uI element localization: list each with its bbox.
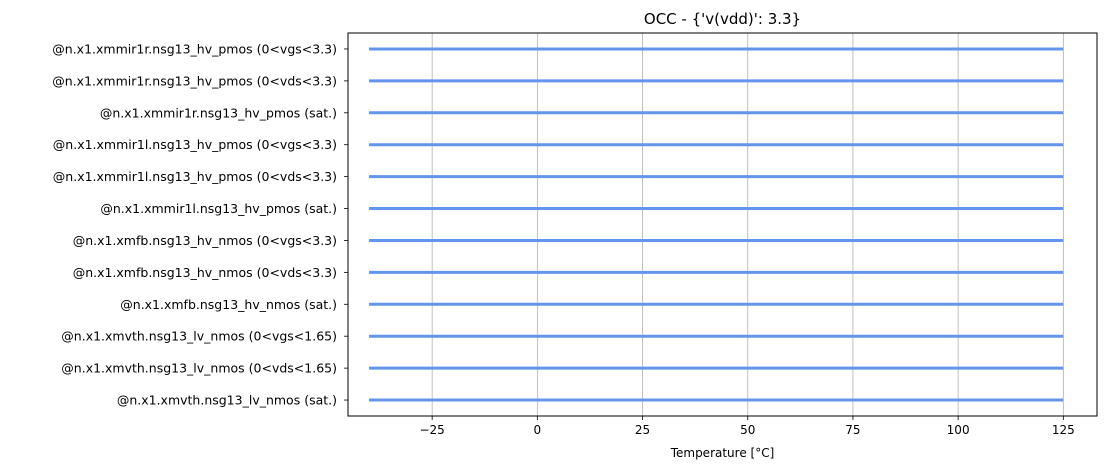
y-tick-label: @n.x1.xmfb.nsg13_hv_nmos (0<vgs<3.3) [73,233,337,248]
y-tick-label: @n.x1.xmfb.nsg13_hv_nmos (sat.) [120,297,337,312]
y-tick-label: @n.x1.xmmir1r.nsg13_hv_pmos (0<vds<3.3) [52,73,337,88]
x-tick-label: 0 [534,423,542,437]
y-tick-label: @n.x1.xmmir1l.nsg13_hv_pmos (0<vds<3.3) [53,169,337,184]
y-tick-label: @n.x1.xmmir1r.nsg13_hv_pmos (sat.) [100,105,337,120]
y-tick-label: @n.x1.xmvth.nsg13_lv_nmos (0<vgs<1.65) [61,329,337,344]
x-tick-label: 25 [635,423,650,437]
x-tick-label: 50 [740,423,755,437]
grid [431,33,1064,416]
x-tick-label: 125 [1052,423,1075,437]
chart-title: OCC - {'v(vdd)': 3.3} [644,10,801,28]
x-tick-label: −25 [419,423,444,437]
y-tick-label: @n.x1.xmmir1r.nsg13_hv_pmos (0<vgs<3.3) [52,41,337,56]
y-tick-label: @n.x1.xmmir1l.nsg13_hv_pmos (0<vgs<3.3) [53,137,337,152]
x-axis-label: Temperature [°C] [670,446,775,460]
y-tick-label: @n.x1.xmfb.nsg13_hv_nmos (0<vds<3.3) [73,265,337,280]
y-axis: @n.x1.xmmir1r.nsg13_hv_pmos (0<vgs<3.3) @… [52,41,348,408]
bars [369,47,1064,402]
y-tick-label: @n.x1.xmvth.nsg13_lv_nmos (0<vds<1.65) [61,361,337,376]
x-axis: −25 0 25 50 75 100 125 [419,416,1075,437]
y-tick-label: @n.x1.xmmir1l.nsg13_hv_pmos (sat.) [100,201,337,216]
x-tick-label: 75 [845,423,860,437]
plot-frame [347,32,1098,417]
y-tick-label: @n.x1.xmvth.nsg13_lv_nmos (sat.) [117,393,337,408]
x-tick-label: 100 [947,423,970,437]
